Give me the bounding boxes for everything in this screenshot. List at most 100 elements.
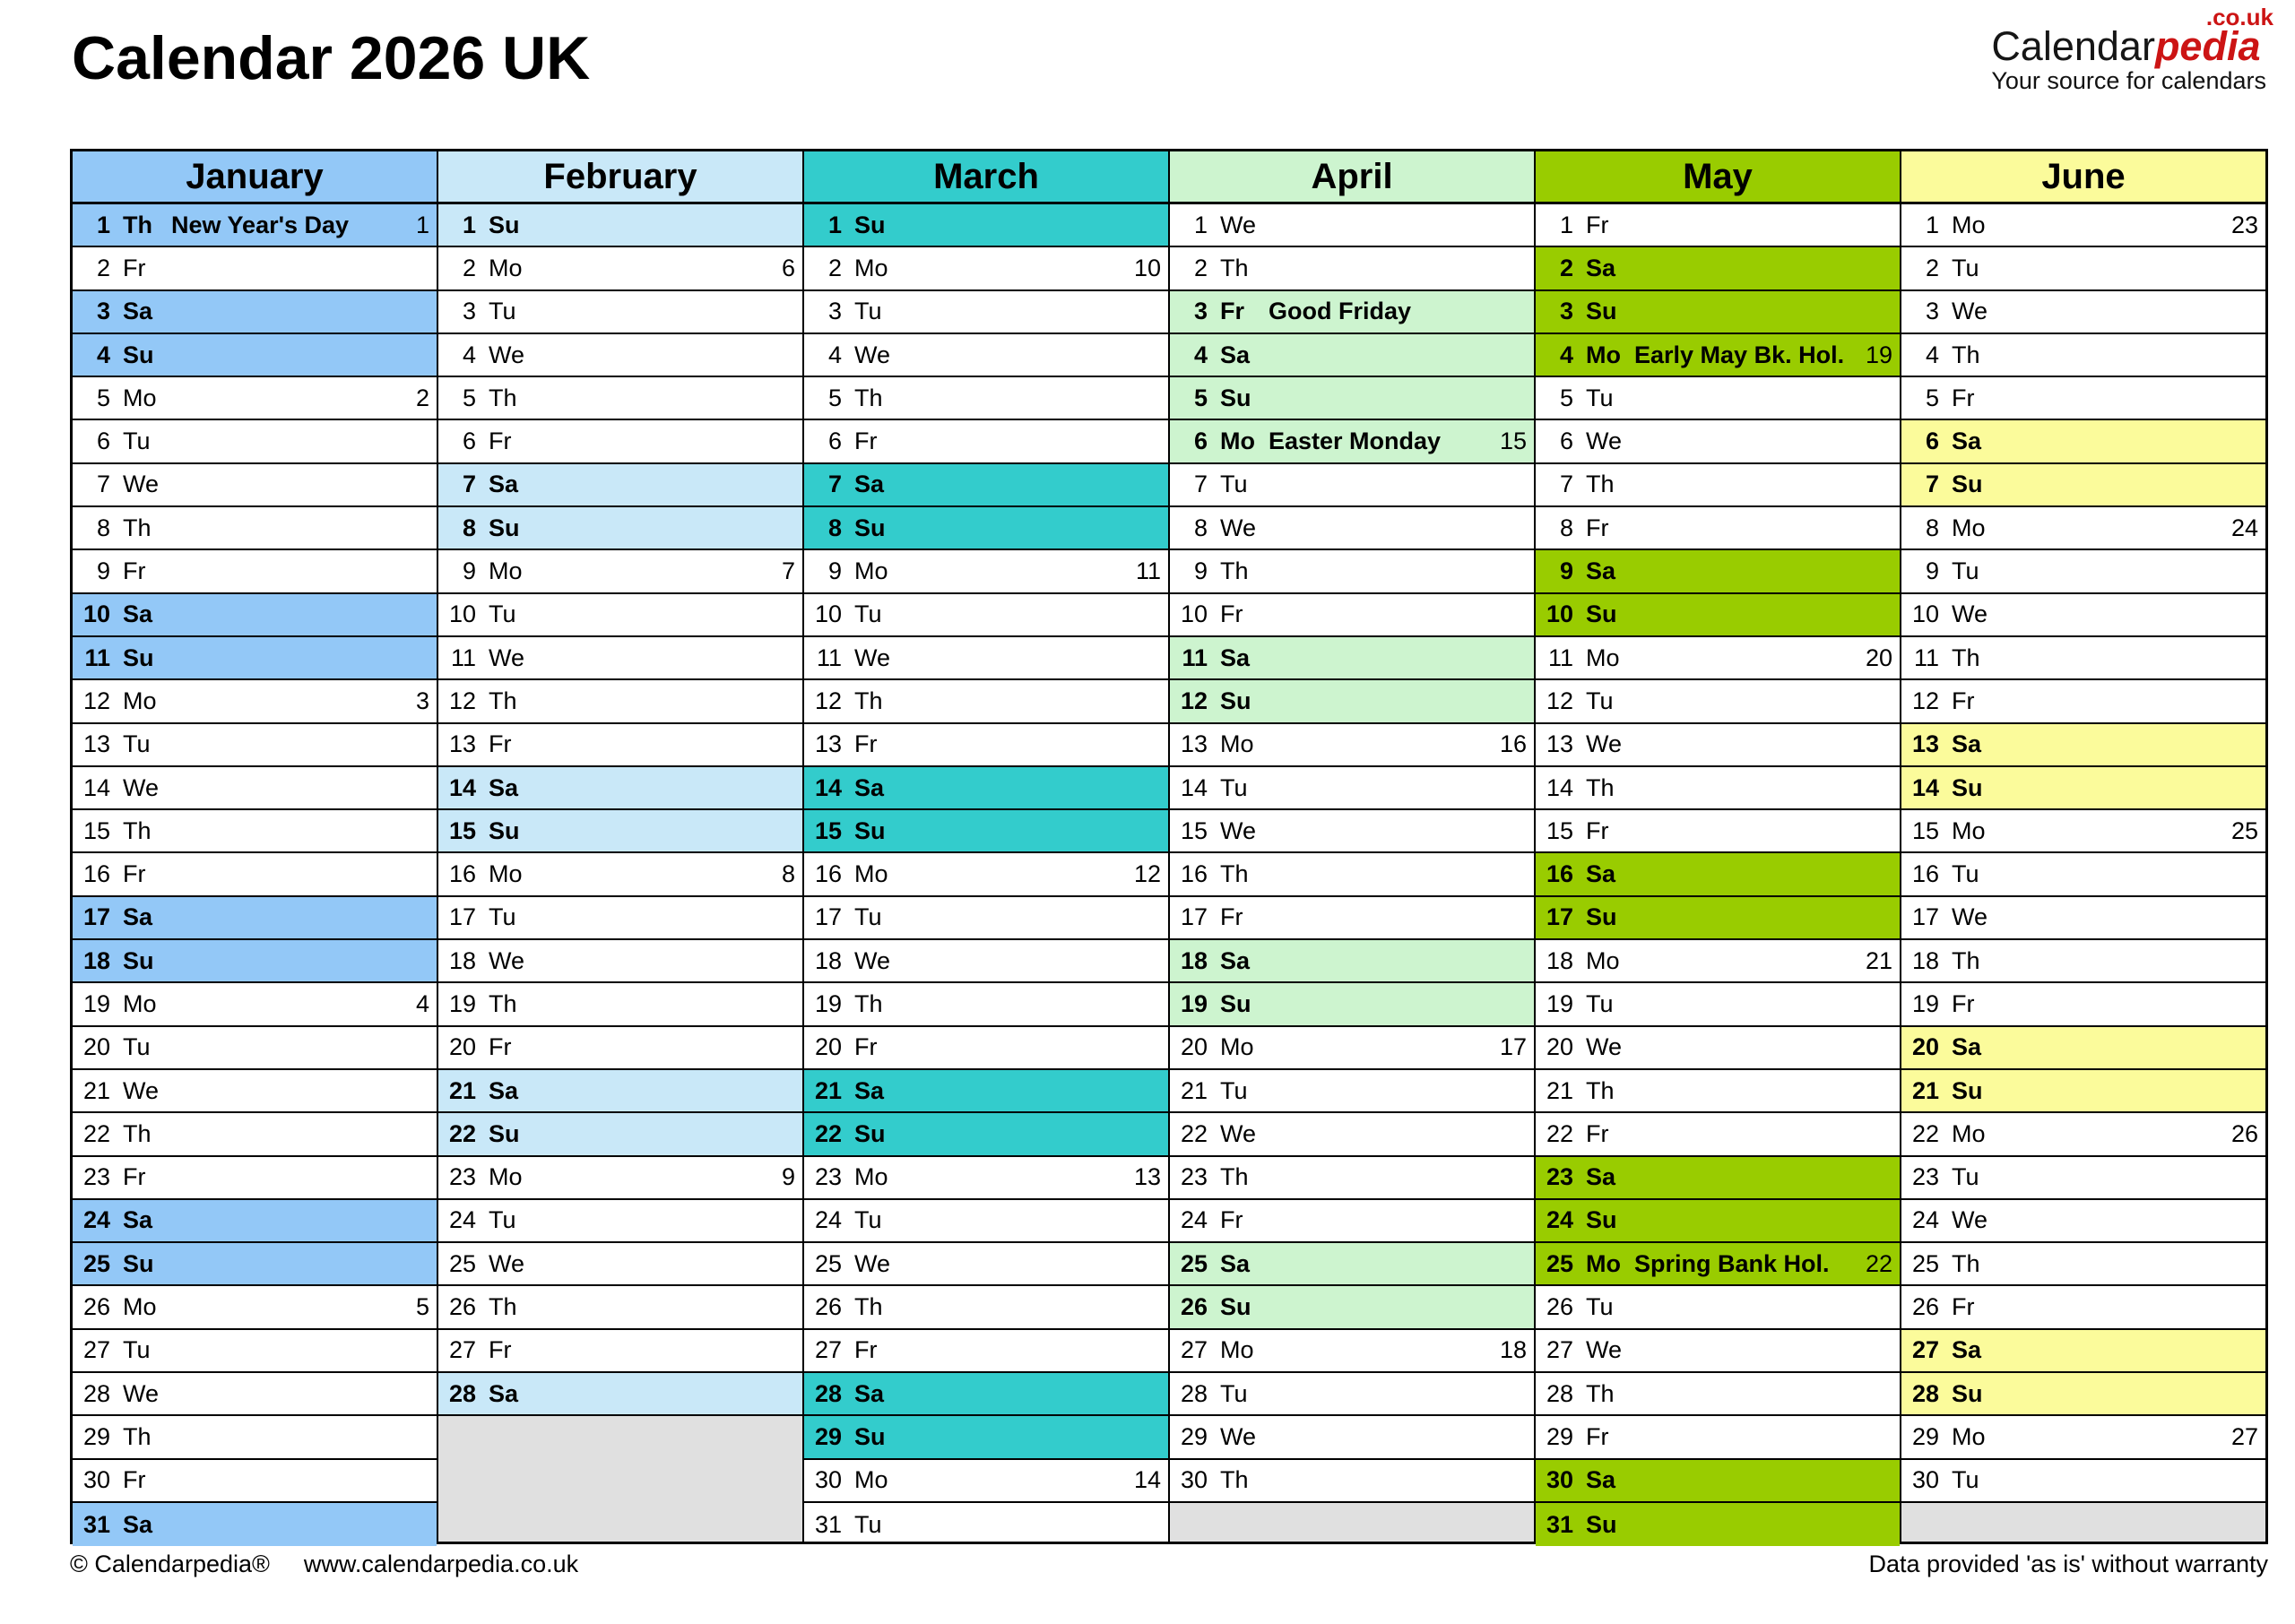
day-number: 27 bbox=[82, 1336, 110, 1364]
day-number: 12 bbox=[814, 687, 842, 714]
day-number: 10 bbox=[814, 600, 842, 628]
day-cell-february-13: 13 Fr bbox=[438, 724, 802, 767]
day-cell-march-8: 8 Su bbox=[804, 507, 1168, 551]
day-number: 9 bbox=[462, 557, 476, 585]
day-cell-april-30: 30 Th bbox=[1170, 1460, 1534, 1503]
day-cell-january-2: 2 Fr bbox=[73, 247, 437, 291]
day-cell-may-17: 17 Su bbox=[1536, 896, 1900, 941]
day-cell-may-31: 31 Su bbox=[1536, 1502, 1900, 1547]
month-header-may: May bbox=[1536, 151, 1900, 204]
weekday-label: Mo bbox=[1952, 816, 1986, 844]
weekday-label: We bbox=[1952, 600, 1988, 628]
holiday-label: Good Friday bbox=[1269, 298, 1412, 325]
day-number: 28 bbox=[82, 1379, 110, 1407]
day-number: 25 bbox=[1180, 1249, 1208, 1277]
weekday-label: Th bbox=[1220, 557, 1249, 585]
day-cell-january-13: 13 Tu bbox=[73, 724, 437, 767]
day-cell-february-21: 21 Sa bbox=[438, 1069, 802, 1114]
weekday-label: Tu bbox=[1586, 687, 1614, 714]
day-cell-may-28: 28 Th bbox=[1536, 1373, 1900, 1417]
day-cell-june-21: 21 Su bbox=[1901, 1069, 2265, 1114]
day-number: 3 bbox=[1559, 298, 1573, 325]
day-number: 26 bbox=[1546, 1293, 1573, 1321]
day-cell-january-17: 17 Sa bbox=[73, 896, 437, 941]
weekday-label: We bbox=[1952, 903, 1988, 931]
weekday-label: Tu bbox=[1586, 989, 1614, 1017]
day-cell-february-28: 28 Sa bbox=[438, 1373, 802, 1417]
day-number: 21 bbox=[814, 1076, 842, 1104]
weekday-label: Fr bbox=[1586, 514, 1609, 541]
weekday-label: Tu bbox=[123, 1336, 151, 1364]
day-number: 25 bbox=[82, 1249, 110, 1277]
day-cell-february-25: 25 We bbox=[438, 1243, 802, 1287]
calendarpedia-logo: Calendarpedia .co.uk Your source for cal… bbox=[1991, 4, 2273, 95]
weekday-label: Sa bbox=[854, 1379, 885, 1407]
day-number: 6 bbox=[827, 428, 842, 455]
weekday-label: Th bbox=[1952, 341, 1980, 368]
day-number: 30 bbox=[1911, 1466, 1939, 1494]
day-cell-may-8: 8 Fr bbox=[1536, 507, 1900, 551]
weekday-label: Mo bbox=[1586, 946, 1620, 974]
weekday-label: Sa bbox=[1586, 254, 1616, 281]
weekday-label: We bbox=[1586, 730, 1623, 758]
day-number: 23 bbox=[814, 1163, 842, 1191]
day-number: 3 bbox=[1193, 298, 1208, 325]
weekday-label: Sa bbox=[489, 773, 519, 801]
day-number: 28 bbox=[1546, 1379, 1573, 1407]
day-cell-january-4: 4 Su bbox=[73, 333, 437, 378]
weekday-label: Th bbox=[1952, 946, 1980, 974]
day-number: 2 bbox=[1193, 254, 1208, 281]
weekday-label: Tu bbox=[1220, 1076, 1248, 1104]
week-number: 23 bbox=[2230, 211, 2258, 238]
day-number: 7 bbox=[1925, 471, 1939, 498]
day-cell-april-6: 6 Mo Easter Monday 15 bbox=[1170, 420, 1534, 464]
day-cell-january-28: 28 We bbox=[73, 1373, 437, 1417]
day-cell-march-15: 15 Su bbox=[804, 810, 1168, 854]
weekday-label: Sa bbox=[489, 471, 519, 498]
weekday-label: Th bbox=[854, 384, 883, 411]
logo-text-red: pedia bbox=[2154, 23, 2261, 69]
weekday-label: Th bbox=[1586, 471, 1615, 498]
day-cell-february-8: 8 Su bbox=[438, 507, 802, 551]
day-cell-january-6: 6 Tu bbox=[73, 420, 437, 464]
day-number: 7 bbox=[1193, 471, 1208, 498]
day-number: 16 bbox=[448, 860, 476, 888]
day-number: 13 bbox=[1180, 730, 1208, 758]
day-cell-january-22: 22 Th bbox=[73, 1113, 437, 1157]
weekday-label: Su bbox=[1952, 1379, 1983, 1407]
week-number: 15 bbox=[1499, 428, 1527, 455]
week-number: 7 bbox=[781, 557, 795, 585]
month-column-may: May 1 Fr 2 Sa 3 Su 4 Mo Early May Bk. Hol. 19 5 Tu 6 W… bbox=[1534, 151, 1900, 1547]
weekday-label: Mo bbox=[854, 557, 888, 585]
weekday-label: Fr bbox=[854, 730, 878, 758]
weekday-label: Sa bbox=[854, 471, 885, 498]
day-number: 24 bbox=[1546, 1206, 1573, 1234]
half-year-calendar-table: January 1 Th New Year's Day 1 2 Fr 3 Sa 4 Su 5 Mo 2 6 T… bbox=[70, 149, 2268, 1547]
weekday-label: Mo bbox=[1586, 1249, 1621, 1277]
month-column-june: June 1 Mo 23 2 Tu 3 We 4 Th 5 Fr 6 Sa 7 Su 8 Mo 24 9 Tu 10 We 1… bbox=[1900, 151, 2265, 1542]
day-number: 24 bbox=[448, 1206, 476, 1234]
day-number: 28 bbox=[1911, 1379, 1939, 1407]
week-number: 6 bbox=[781, 254, 795, 281]
day-number: 29 bbox=[814, 1422, 842, 1450]
weekday-label: Tu bbox=[1952, 860, 1979, 888]
day-number: 31 bbox=[1546, 1510, 1573, 1538]
day-cell-march-27: 27 Fr bbox=[804, 1330, 1168, 1374]
weekday-label: Sa bbox=[123, 903, 153, 931]
day-number: 16 bbox=[814, 860, 842, 888]
weekday-label: Fr bbox=[1952, 989, 1975, 1017]
day-number: 14 bbox=[1180, 773, 1208, 801]
weekday-label: Tu bbox=[489, 1206, 516, 1234]
weekday-label: Tu bbox=[1952, 1466, 1979, 1494]
logo-wordmark: Calendarpedia .co.uk bbox=[1991, 4, 2273, 69]
day-number: 19 bbox=[448, 989, 476, 1017]
weekday-label: Sa bbox=[1220, 946, 1251, 974]
weekday-label: Th bbox=[1220, 1466, 1249, 1494]
day-cell-june-12: 12 Fr bbox=[1901, 680, 2265, 724]
week-number: 8 bbox=[781, 860, 795, 888]
weekday-label: Fr bbox=[489, 428, 512, 455]
day-cell-january-29: 29 Th bbox=[73, 1416, 437, 1460]
day-cell-march-23: 23 Mo 13 bbox=[804, 1157, 1168, 1200]
day-number: 21 bbox=[1911, 1076, 1939, 1104]
day-number: 17 bbox=[1180, 903, 1208, 931]
